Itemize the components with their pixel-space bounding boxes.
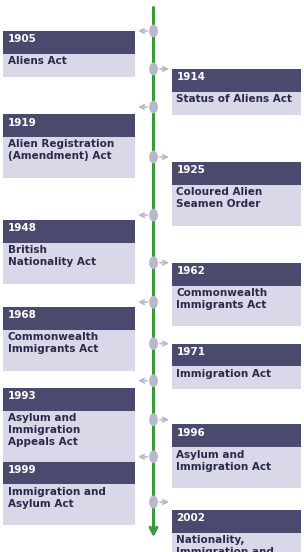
Text: 1999: 1999 xyxy=(8,465,36,475)
Circle shape xyxy=(150,151,157,163)
Text: 1948: 1948 xyxy=(8,223,36,233)
Text: 1993: 1993 xyxy=(8,391,36,401)
Bar xyxy=(3,330,135,371)
Bar xyxy=(172,92,301,115)
Bar xyxy=(172,424,301,447)
Bar xyxy=(3,31,135,54)
Text: Immigration Act: Immigration Act xyxy=(176,369,271,379)
Bar xyxy=(172,367,301,389)
Bar xyxy=(172,533,301,552)
Bar xyxy=(172,184,301,226)
Bar xyxy=(3,220,135,243)
Bar xyxy=(172,447,301,488)
Circle shape xyxy=(150,496,157,508)
Text: 1971: 1971 xyxy=(176,347,205,357)
Text: 1914: 1914 xyxy=(176,72,205,82)
Text: 1905: 1905 xyxy=(8,34,36,44)
Circle shape xyxy=(150,296,157,308)
Bar xyxy=(3,114,135,137)
Bar xyxy=(3,388,135,411)
Text: 1968: 1968 xyxy=(8,310,36,320)
Bar xyxy=(172,510,301,533)
Bar xyxy=(3,307,135,330)
Bar xyxy=(172,343,301,367)
Bar xyxy=(172,263,301,285)
Text: 1962: 1962 xyxy=(176,266,205,276)
Text: Coloured Alien
Seamen Order: Coloured Alien Seamen Order xyxy=(176,187,263,209)
Bar xyxy=(172,285,301,326)
Circle shape xyxy=(150,209,157,221)
Circle shape xyxy=(150,375,157,386)
Text: Status of Aliens Act: Status of Aliens Act xyxy=(176,94,292,104)
Text: Asylum and
Immigration
Appeals Act: Asylum and Immigration Appeals Act xyxy=(8,413,80,447)
Bar xyxy=(3,243,135,284)
Bar xyxy=(3,137,135,178)
Bar xyxy=(172,162,301,184)
Circle shape xyxy=(150,25,157,36)
Text: Commonwealth
Immigrants Act: Commonwealth Immigrants Act xyxy=(8,332,99,354)
Text: 1925: 1925 xyxy=(176,165,205,175)
Bar xyxy=(3,461,135,485)
Text: British
Nationality Act: British Nationality Act xyxy=(8,245,96,267)
Circle shape xyxy=(150,451,157,463)
Circle shape xyxy=(150,414,157,426)
Text: 1996: 1996 xyxy=(176,428,205,438)
Circle shape xyxy=(150,257,157,268)
Text: Alien Registration
(Amendment) Act: Alien Registration (Amendment) Act xyxy=(8,140,114,161)
Text: Nationality,
Immigration and
Asylum Act: Nationality, Immigration and Asylum Act xyxy=(176,535,274,552)
Text: Immigration and
Asylum Act: Immigration and Asylum Act xyxy=(8,487,105,509)
Bar xyxy=(3,411,135,470)
Bar xyxy=(3,54,135,77)
Text: Asylum and
Immigration Act: Asylum and Immigration Act xyxy=(176,450,271,472)
Bar xyxy=(172,69,301,92)
Text: Aliens Act: Aliens Act xyxy=(8,56,66,66)
Text: 2002: 2002 xyxy=(176,513,205,523)
Circle shape xyxy=(150,102,157,113)
Circle shape xyxy=(150,63,157,75)
Circle shape xyxy=(150,338,157,349)
Text: Commonwealth
Immigrants Act: Commonwealth Immigrants Act xyxy=(176,288,268,310)
Text: 1919: 1919 xyxy=(8,118,36,128)
Bar xyxy=(3,485,135,526)
